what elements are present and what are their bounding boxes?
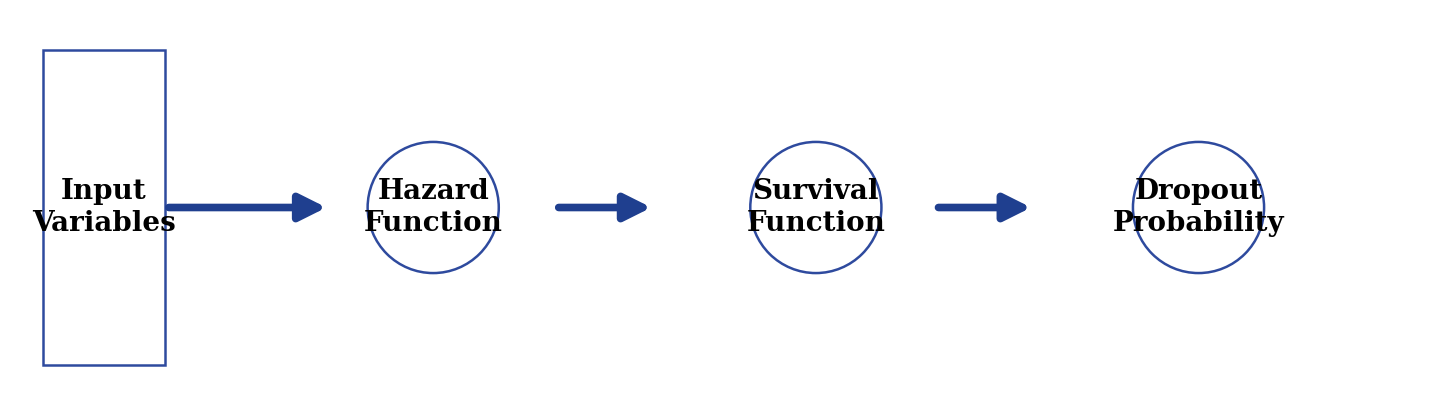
Bar <box>42 50 165 365</box>
Ellipse shape <box>368 142 498 273</box>
Text: Input
Variables: Input Variables <box>32 178 176 237</box>
Text: Survival
Function: Survival Function <box>747 178 885 237</box>
Ellipse shape <box>751 142 881 273</box>
Ellipse shape <box>1134 142 1264 273</box>
Text: Hazard
Function: Hazard Function <box>364 178 503 237</box>
Text: Dropout
Probability: Dropout Probability <box>1113 178 1284 237</box>
